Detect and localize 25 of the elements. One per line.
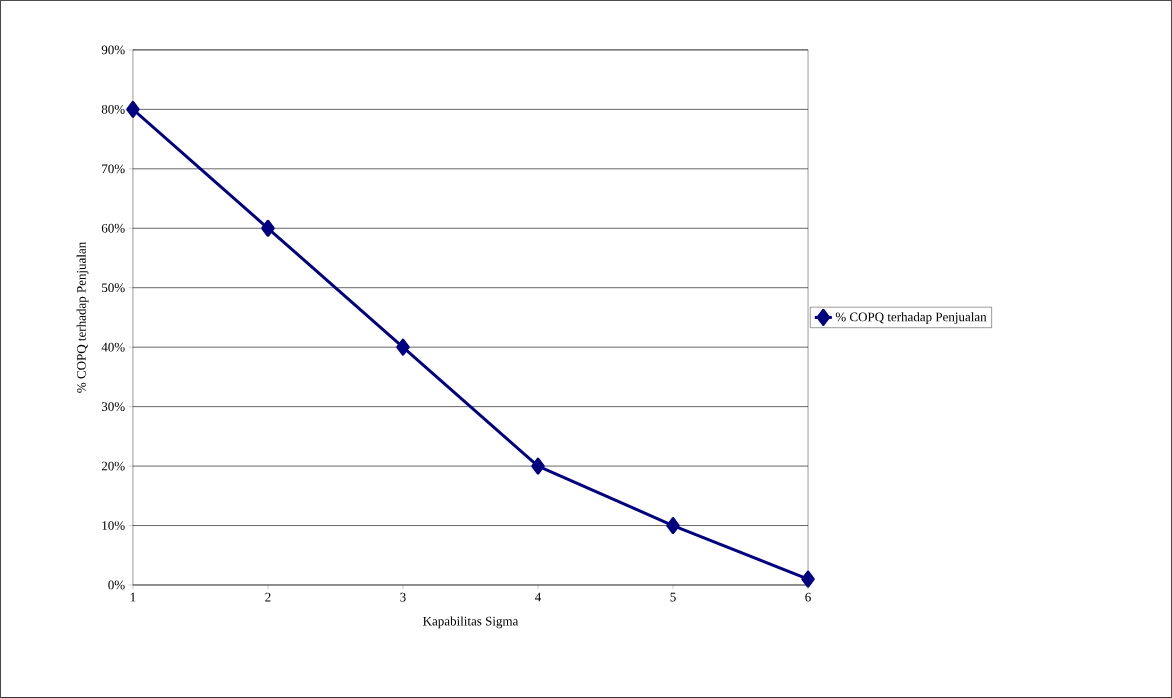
point: [666, 517, 680, 535]
y-tick-label: 50%: [102, 283, 125, 293]
y-tick-label: 40%: [101, 342, 125, 352]
y-axis-title: % COPQ terhadap Penjualan: [76, 242, 89, 393]
legend-label: % COPQ terhadap Penjualan: [835, 312, 987, 325]
x-axis-title: Kapabilitas Sigma: [423, 616, 519, 629]
x-tick-label: 1: [130, 592, 136, 602]
point: [531, 457, 545, 475]
point: [396, 338, 410, 356]
x-tick-label: 2: [265, 592, 271, 602]
point: [126, 100, 140, 118]
x-tick-label: 4: [535, 592, 542, 602]
y-tick-label: 30%: [101, 402, 125, 412]
y-tick-label: 70%: [102, 164, 125, 174]
point: [261, 219, 275, 237]
x-tick-label: 6: [805, 592, 811, 602]
y-tick-label: 80%: [101, 105, 125, 114]
x-tick-label: 5: [670, 592, 676, 602]
x-tick-label: 3: [400, 592, 406, 602]
point: [801, 570, 815, 588]
y-tick-label: 20%: [101, 461, 125, 471]
y-tick-label: 90%: [101, 45, 125, 55]
y-tick-label: 60%: [101, 223, 125, 233]
y-tick-label: 10%: [102, 521, 125, 530]
y-tick-label: 0%: [108, 580, 125, 590]
